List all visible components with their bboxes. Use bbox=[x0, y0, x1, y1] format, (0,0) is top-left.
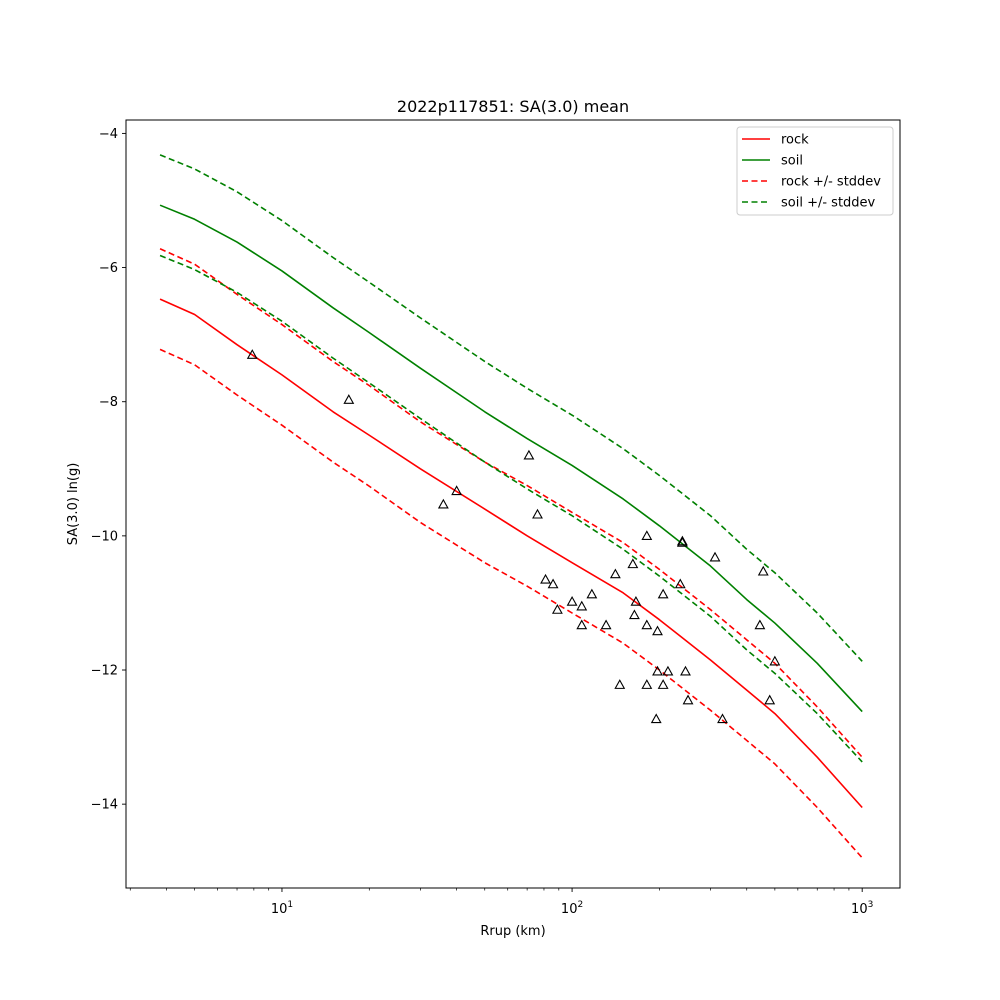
y-tick-label: −6 bbox=[99, 261, 118, 276]
observation-point bbox=[652, 625, 663, 636]
x-axis-label: Rrup (km) bbox=[480, 924, 545, 939]
observation-point bbox=[532, 508, 543, 519]
observation-point bbox=[437, 498, 449, 509]
chart-title: 2022p117851: SA(3.0) mean bbox=[397, 97, 629, 116]
observation-point bbox=[547, 578, 559, 589]
observation-point bbox=[609, 568, 621, 579]
series-layer bbox=[159, 154, 863, 859]
legend-label: rock +/- stddev bbox=[781, 175, 881, 190]
observation-point bbox=[614, 679, 626, 689]
observation-point bbox=[523, 449, 535, 460]
legend-label: rock bbox=[781, 133, 809, 148]
observation-point bbox=[657, 588, 669, 599]
legend-box bbox=[736, 126, 894, 216]
observation-point bbox=[586, 588, 598, 599]
observation-point bbox=[769, 655, 781, 666]
y-tick-label: −14 bbox=[91, 798, 118, 813]
series-line-3 bbox=[159, 348, 863, 859]
series-line-1 bbox=[159, 204, 863, 713]
series-line-0 bbox=[159, 298, 863, 809]
y-tick-label: −10 bbox=[91, 529, 118, 544]
observation-point bbox=[343, 394, 355, 404]
observation-point bbox=[650, 713, 662, 724]
x-tick-label: 103 bbox=[851, 900, 873, 917]
observation-point bbox=[630, 595, 642, 606]
plot-frame bbox=[125, 119, 901, 889]
observation-point bbox=[627, 558, 639, 569]
series-line-2 bbox=[159, 248, 863, 758]
legend-label: soil bbox=[781, 154, 803, 169]
observation-point bbox=[754, 619, 766, 630]
x-tick-label: 101 bbox=[271, 900, 293, 917]
observation-point bbox=[674, 578, 686, 589]
observation-point bbox=[641, 679, 653, 689]
observation-point bbox=[566, 595, 578, 606]
observation-point bbox=[757, 565, 769, 576]
observation-point bbox=[600, 619, 612, 630]
observation-point bbox=[628, 609, 640, 620]
observation-point bbox=[662, 665, 674, 676]
observation-point bbox=[709, 551, 721, 562]
observation-point bbox=[246, 349, 258, 359]
y-tick-label: −4 bbox=[99, 127, 118, 142]
legend-label: soil +/- stddev bbox=[781, 196, 876, 211]
observation-point bbox=[451, 485, 463, 496]
observation-point bbox=[576, 619, 588, 630]
observation-point bbox=[641, 530, 653, 541]
observation-point bbox=[680, 665, 691, 676]
observation-point bbox=[652, 665, 663, 676]
y-axis-label: SA(3.0) ln(g) bbox=[66, 463, 81, 546]
legend: rock soil rock +/- stddev soil +/- stddev bbox=[736, 126, 894, 216]
observation-point bbox=[682, 694, 694, 705]
x-axis-ticks: 101 102 103 bbox=[129, 888, 873, 917]
observation-point bbox=[657, 679, 669, 689]
observation-point bbox=[576, 600, 588, 611]
observation-point bbox=[676, 535, 688, 546]
observation-point bbox=[551, 604, 563, 614]
observation-point bbox=[764, 694, 776, 705]
observation-point bbox=[717, 713, 728, 724]
y-axis-ticks: −4 −6 −8 −10 −12 −14 bbox=[91, 127, 126, 813]
y-tick-label: −12 bbox=[91, 664, 118, 679]
observation-point bbox=[641, 619, 653, 630]
observation-points bbox=[246, 349, 781, 724]
observation-point bbox=[676, 536, 688, 547]
y-tick-label: −8 bbox=[99, 395, 118, 410]
observation-point bbox=[540, 573, 551, 584]
x-tick-label: 102 bbox=[561, 900, 583, 917]
